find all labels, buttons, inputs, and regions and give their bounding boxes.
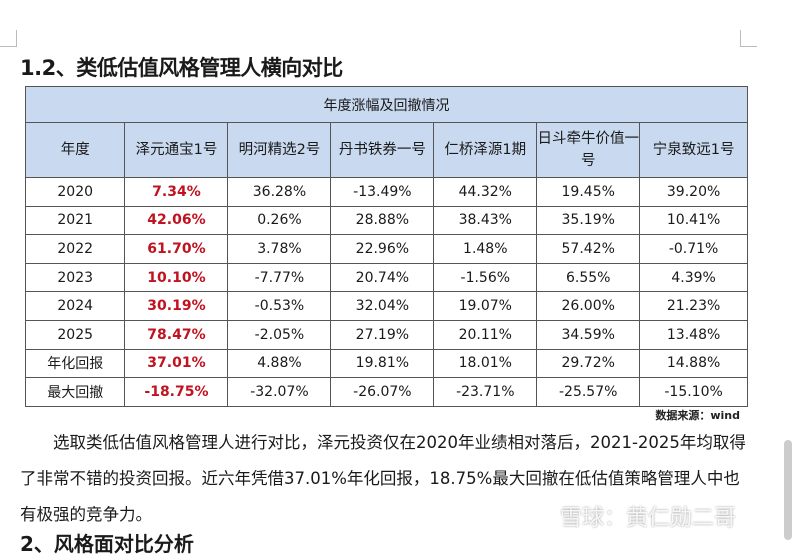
table-row: 2024 30.19% -0.53% 32.04% 19.07% 26.00% 21.23% bbox=[24, 291, 748, 321]
table-row: 2022 61.70% 3.78% 22.96% 1.48% 57.42% -0.71% bbox=[24, 234, 748, 264]
table-cell: 6.55% bbox=[536, 262, 641, 293]
next-section-heading: 2、风格面对比分析 bbox=[20, 532, 194, 556]
table-cell: -15.10% bbox=[639, 377, 748, 407]
table-cell: 20.74% bbox=[330, 262, 435, 293]
column-header: 日斗牵牛价值一号 bbox=[536, 122, 641, 178]
table-cell: 19.45% bbox=[536, 177, 641, 207]
row-label: 2022 bbox=[24, 234, 126, 264]
watermark: 雪球：黄仁勋二哥 bbox=[560, 506, 737, 531]
table-cell: 3.78% bbox=[227, 234, 332, 264]
table-cell: 10.41% bbox=[639, 205, 748, 236]
table-cell: 27.19% bbox=[330, 319, 435, 350]
row-label: 2024 bbox=[24, 291, 126, 321]
table-cell: 29.72% bbox=[536, 348, 641, 379]
section-title: 1.2、类低估值风格管理人横向对比 bbox=[20, 56, 343, 80]
table-cell: 20.11% bbox=[433, 319, 538, 350]
table-cell: -25.57% bbox=[536, 377, 641, 407]
table-row: 2020 7.34% 36.28% -13.49% 44.32% 19.45% 39.20% bbox=[24, 177, 748, 207]
table-header-row: 年度 泽元通宝1号 明河精选2号 丹书铁券一号 仁桥泽源1期 日斗牵牛价值一号 宁泉致远1号 bbox=[24, 122, 748, 178]
table-cell: 34.59% bbox=[536, 319, 641, 350]
row-label: 2021 bbox=[24, 205, 126, 236]
table-cell: 10.10% bbox=[124, 262, 229, 293]
table-cell: 19.07% bbox=[433, 291, 538, 321]
table-cell: 38.43% bbox=[433, 205, 538, 236]
row-label: 2020 bbox=[24, 177, 126, 207]
column-header: 宁泉致远1号 bbox=[639, 122, 748, 178]
table-cell: 21.23% bbox=[639, 291, 748, 321]
table-cell: 18.01% bbox=[433, 348, 538, 379]
table-row: 2025 78.47% -2.05% 27.19% 20.11% 34.59% 13.48% bbox=[24, 319, 748, 350]
table-cell: 14.88% bbox=[639, 348, 748, 379]
table-cell: 35.19% bbox=[536, 205, 641, 236]
table-cell: -0.71% bbox=[639, 234, 748, 264]
table-cell: 4.39% bbox=[639, 262, 748, 293]
scrollbar[interactable] bbox=[784, 440, 792, 540]
row-label: 2025 bbox=[24, 319, 126, 350]
body-paragraph: 选取类低估值风格管理人进行对比，泽元投资仅在2020年业绩相对落后，2021-2… bbox=[20, 425, 746, 533]
row-label: 最大回撤 bbox=[24, 377, 126, 407]
table-cell: 0.26% bbox=[227, 205, 332, 236]
column-header: 丹书铁券一号 bbox=[330, 122, 435, 178]
table-cell: -32.07% bbox=[227, 377, 332, 407]
table-row: 年化回报 37.01% 4.88% 19.81% 18.01% 29.72% 14.88% bbox=[24, 348, 748, 379]
table-cell: 57.42% bbox=[536, 234, 641, 264]
page-corner-mark bbox=[0, 30, 17, 47]
table-cell: 22.96% bbox=[330, 234, 435, 264]
table-cell: 39.20% bbox=[639, 177, 748, 207]
table-cell: -1.56% bbox=[433, 262, 538, 293]
table-cell: 1.48% bbox=[433, 234, 538, 264]
row-label: 年化回报 bbox=[24, 348, 126, 379]
table-cell: 42.06% bbox=[124, 205, 229, 236]
table-cell: 78.47% bbox=[124, 319, 229, 350]
table-cell: -2.05% bbox=[227, 319, 332, 350]
table-cell: 26.00% bbox=[536, 291, 641, 321]
table-cell: -0.53% bbox=[227, 291, 332, 321]
table-cell: -18.75% bbox=[124, 377, 229, 407]
table-cell: 19.81% bbox=[330, 348, 435, 379]
column-header: 年度 bbox=[24, 122, 126, 178]
table-cell: 32.04% bbox=[330, 291, 435, 321]
column-header: 仁桥泽源1期 bbox=[433, 122, 538, 178]
table-cell: 36.28% bbox=[227, 177, 332, 207]
table-row: 2023 10.10% -7.77% 20.74% -1.56% 6.55% 4.39% bbox=[24, 262, 748, 293]
table-row: 2021 42.06% 0.26% 28.88% 38.43% 35.19% 10.41% bbox=[24, 205, 748, 236]
column-header: 明河精选2号 bbox=[227, 122, 332, 178]
table-cell: 37.01% bbox=[124, 348, 229, 379]
data-source-note: 数据来源：wind bbox=[655, 409, 740, 422]
paragraph-text: 选取类低估值风格管理人进行对比，泽元投资仅在2020年业绩相对落后，2021-2… bbox=[20, 433, 746, 524]
table-cell: 61.70% bbox=[124, 234, 229, 264]
table-cell: 44.32% bbox=[433, 177, 538, 207]
table-row: 最大回撤 -18.75% -32.07% -26.07% -23.71% -25.57% -… bbox=[24, 377, 748, 407]
table-cell: -13.49% bbox=[330, 177, 435, 207]
table-cell: -23.71% bbox=[433, 377, 538, 407]
table-cell: -26.07% bbox=[330, 377, 435, 407]
column-header: 泽元通宝1号 bbox=[124, 122, 229, 178]
table-cell: 30.19% bbox=[124, 291, 229, 321]
table-cell: -7.77% bbox=[227, 262, 332, 293]
table-cell: 13.48% bbox=[639, 319, 748, 350]
table-cell: 7.34% bbox=[124, 177, 229, 207]
table-title: 年度涨幅及回撤情况 bbox=[25, 86, 748, 123]
comparison-table: 年度涨幅及回撤情况 年度 泽元通宝1号 明河精选2号 丹书铁券一号 仁桥泽源1期 日斗牵牛… bbox=[24, 86, 748, 407]
table-cell: 28.88% bbox=[330, 205, 435, 236]
page-corner-mark bbox=[740, 30, 757, 47]
table-cell: 4.88% bbox=[227, 348, 332, 379]
row-label: 2023 bbox=[24, 262, 126, 293]
